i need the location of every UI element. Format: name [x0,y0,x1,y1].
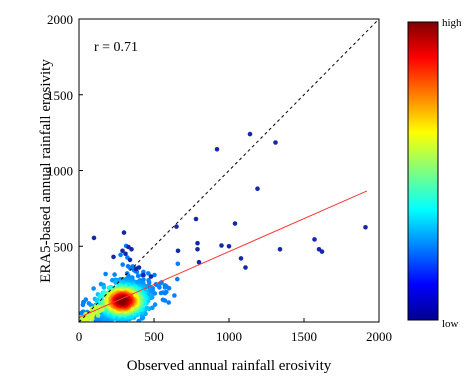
correlation-annotation: r = 0.71 [94,40,138,55]
scatter-point [172,293,177,298]
scatter-point [247,131,253,137]
scatter-point [118,252,123,258]
y-tick-label: 2000 [47,12,73,27]
scatter-point [136,265,142,270]
scatter-point [273,140,278,145]
scatter-point [83,297,89,302]
x-tick-label: 1000 [216,329,242,344]
x-tick-label: 2000 [366,329,392,344]
regression-line [78,190,368,318]
scatter-point [255,186,260,191]
one-to-one-line [78,18,380,323]
scatter-point [226,244,232,249]
scatter-point [363,225,368,230]
x-axis: 0 500 1000 1500 2000 [76,318,392,344]
scatter-point [196,259,202,265]
scatter-point [160,297,166,303]
x-tick-label: 0 [76,329,83,344]
colorbar [407,21,439,321]
scatter-point [219,243,224,248]
scatter-point [238,256,244,261]
scatter-point [119,299,125,304]
x-tick-label: 1500 [291,329,317,344]
scatter-point [214,147,220,152]
scatter-point [146,280,152,285]
scatter-point [148,274,154,279]
scatter-point [91,286,96,291]
scatter-point [175,248,181,254]
scatter-point [195,240,200,246]
y-tick-label: 500 [54,239,74,254]
scatter-point [152,272,157,278]
scatter-point [112,272,117,277]
scatter-point [243,265,248,270]
scatter-point [158,290,164,296]
scatter-point [135,273,141,279]
scatter-point [111,254,116,260]
scatter-point [123,251,128,257]
scatter-point [120,262,125,267]
scatter-point [157,285,162,290]
y-tick-label: 1000 [47,164,73,179]
scatter-point [101,285,107,290]
scatter-point [103,271,108,277]
colorbar-low-label: low [442,318,459,330]
scatter-point [232,221,238,226]
scatter-point [79,318,85,322]
y-axis-label: ERA5-based annual rainfall erosivity [38,59,54,283]
scatter-point [175,276,180,282]
x-axis-label: Observed annual rainfall erosivity [127,358,332,374]
scatter-point [141,272,146,278]
scatter-point [312,237,317,242]
y-axis: 500 1000 1500 2000 [47,12,83,254]
scatter-point [83,316,89,322]
points-layer [79,131,368,322]
x-tick-label: 500 [144,329,164,344]
scatter-point [127,257,133,263]
scatter-point [175,261,181,267]
scatter-point [121,230,127,235]
scatter-point [144,305,149,311]
scatter-point [162,285,168,290]
scatter-point [89,315,94,320]
scatter-point [195,247,200,252]
scatter-point [91,235,97,241]
scatter-point [319,249,325,254]
scatter-point [141,277,146,282]
scatter-point [146,271,151,276]
colorbar-high-label: high [442,17,462,29]
scatter-point [166,300,171,305]
scatter-point [120,248,125,254]
scatter-point [91,311,96,317]
scatter-point [129,247,134,252]
scatter-point [193,216,199,222]
scatter-point [174,224,179,229]
y-tick-label: 1500 [47,88,73,103]
scatter-point [95,309,100,315]
scatter-point [152,302,158,307]
scatter-point [277,247,283,252]
